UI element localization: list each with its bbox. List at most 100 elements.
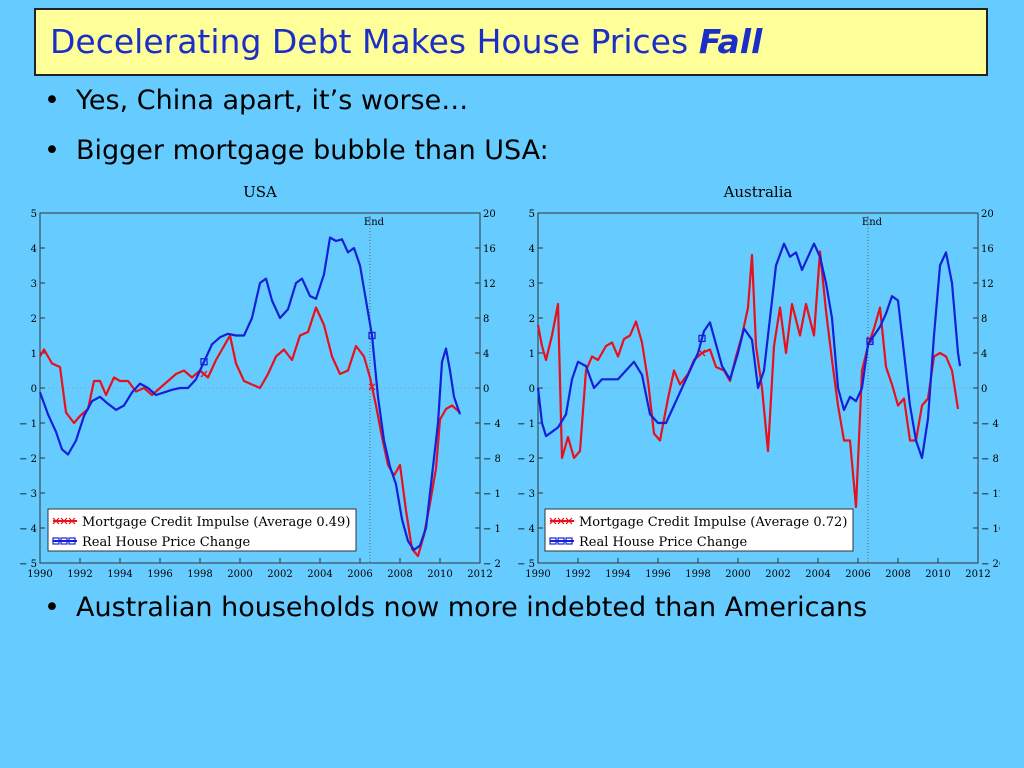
left-tick-label: 5: [529, 209, 535, 220]
x-tick-label: 1992: [565, 569, 590, 580]
left-tick-label: 4: [31, 244, 37, 255]
right-tick-label: 0: [483, 384, 489, 395]
left-tick-label: 5: [31, 209, 37, 220]
x-tick-label: 1996: [645, 569, 670, 580]
title-main-text: Decelerating Debt Makes House Prices: [50, 22, 699, 61]
left-tick-label: − 3: [19, 489, 37, 500]
right-tick-label: 8: [483, 314, 489, 325]
legend-box: [544, 508, 854, 552]
left-tick-label: − 1: [19, 419, 37, 430]
left-tick-label: − 3: [517, 489, 535, 500]
bullet-dot: •: [44, 85, 60, 116]
bullet-3-text: Australian households now more indebted …: [76, 592, 868, 623]
x-tick-label: 1998: [685, 569, 710, 580]
right-tick-label: 16: [483, 244, 496, 255]
left-tick-label: − 1: [517, 419, 535, 430]
slide-title-box: Decelerating Debt Makes House Prices Fal…: [34, 8, 988, 76]
legend-credit-marker: [60, 517, 68, 525]
left-tick-label: 0: [529, 384, 535, 395]
left-tick-label: 1: [529, 349, 535, 360]
right-tick-label: − 12: [483, 489, 500, 500]
x-tick-label: 2008: [387, 569, 412, 580]
legend-house-marker: [549, 537, 557, 545]
right-tick-label: 4: [483, 349, 489, 360]
legend-credit-label: Mortgage Credit Impulse (Average 0.49): [82, 515, 350, 530]
left-tick-label: − 5: [517, 559, 535, 570]
legend-house-label: Real House Price Change: [82, 535, 251, 550]
house-marker: [866, 337, 874, 345]
x-tick-label: 1990: [27, 569, 52, 580]
chart-title: USA: [243, 183, 277, 201]
x-tick-label: 2004: [805, 569, 830, 580]
house-price-line: [536, 242, 962, 460]
bullet-2-text: Bigger mortgage bubble than USA:: [76, 135, 549, 166]
x-tick-label: 1994: [605, 569, 630, 580]
house-marker: [200, 358, 208, 366]
x-tick-label: 2006: [347, 569, 372, 580]
bullet-1: • Yes, China apart, it’s worse…: [44, 85, 468, 116]
left-tick-label: − 5: [19, 559, 37, 570]
x-tick-label: 2010: [427, 569, 452, 580]
chart-title: Australia: [723, 183, 793, 201]
x-tick-label: 1998: [187, 569, 212, 580]
legend-house-label: Real House Price Change: [579, 535, 748, 550]
right-tick-label: 4: [981, 349, 987, 360]
right-tick-label: 8: [981, 314, 987, 325]
right-tick-label: 20: [483, 209, 496, 220]
end-annotation: End: [862, 217, 883, 228]
legend-house-marker: [557, 537, 565, 545]
left-tick-label: − 4: [517, 524, 535, 535]
credit-marker: [368, 383, 376, 391]
credit-marker: [200, 370, 208, 378]
credit-marker: [698, 349, 706, 357]
usa-chart: USA End 5 4 3 2 1 0 − 1 − 2 − 3 − 4 − 5 20 16 12 8 4 0 − 4 −…: [19, 183, 500, 580]
x-tick-label: 2006: [845, 569, 870, 580]
legend-credit-label: Mortgage Credit Impulse (Average 0.72): [579, 515, 847, 530]
left-tick-label: 1: [31, 349, 37, 360]
right-tick-label: 0: [981, 384, 987, 395]
legend-credit-marker: [68, 517, 76, 525]
australia-chart: Australia End 5 4 3 2 1 0 − 1 − 2 − 3 − 4 − 5 20 16 12 8…: [517, 183, 1000, 580]
credit-impulse-line: [39, 306, 461, 558]
legend-credit-marker: [549, 517, 557, 525]
legend-box: [47, 508, 357, 552]
legend-house-marker: [52, 537, 60, 545]
left-tick-label: 3: [31, 279, 37, 290]
bullet-1-text: Yes, China apart, it’s worse…: [76, 85, 469, 116]
left-tick-label: 0: [31, 384, 37, 395]
right-tick-label: − 20: [483, 559, 500, 570]
right-tick-label: − 8: [483, 454, 500, 465]
bullet-3: • Australian households now more indebted…: [44, 592, 867, 623]
legend-house-marker: [68, 537, 76, 545]
right-tick-label: − 20: [981, 559, 1000, 570]
legend-credit-marker: [52, 517, 60, 525]
house-marker: [368, 331, 376, 340]
x-tick-label: 2000: [227, 569, 252, 580]
legend-house-marker: [565, 537, 573, 545]
right-tick-label: − 8: [981, 454, 999, 465]
bullet-dot: •: [44, 135, 60, 166]
left-tick-label: 2: [529, 314, 535, 325]
title-emphasis-text: Fall: [698, 22, 763, 61]
bullet-dot: •: [44, 592, 60, 623]
legend-credit-marker: [557, 517, 565, 525]
right-tick-label: 12: [981, 279, 994, 290]
x-tick-label: 2002: [267, 569, 292, 580]
x-tick-label: 2012: [467, 569, 492, 580]
x-tick-label: 2000: [725, 569, 750, 580]
bullet-2: • Bigger mortgage bubble than USA:: [44, 135, 549, 166]
right-tick-label: − 12: [981, 489, 1000, 500]
x-tick-label: 1990: [525, 569, 550, 580]
legend-credit-marker: [565, 517, 573, 525]
right-tick-label: − 16: [981, 524, 1000, 535]
right-tick-label: − 16: [483, 524, 500, 535]
right-tick-label: − 4: [483, 419, 500, 430]
x-tick-label: 2010: [925, 569, 950, 580]
x-tick-label: 1996: [147, 569, 172, 580]
x-tick-label: 1994: [107, 569, 132, 580]
legend-house-marker: [60, 537, 68, 545]
slide-title: Decelerating Debt Makes House Prices Fal…: [50, 22, 762, 61]
house-price-line: [38, 236, 462, 551]
end-annotation: End: [364, 217, 385, 228]
left-tick-label: 4: [529, 244, 535, 255]
